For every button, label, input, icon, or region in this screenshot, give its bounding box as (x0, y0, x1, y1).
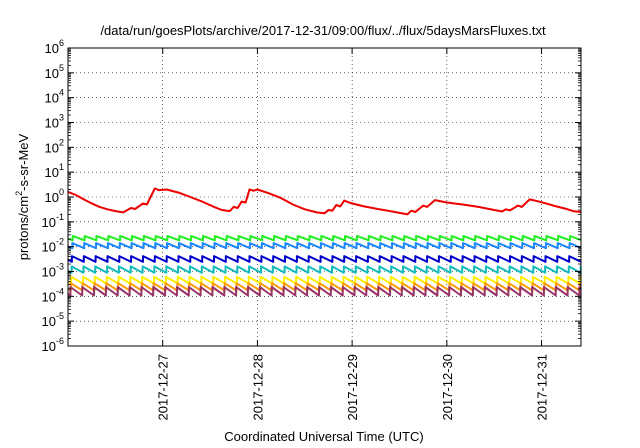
series-layer (67, 187, 582, 297)
y-tick-label: 106 (45, 38, 64, 56)
series-line-1 (67, 187, 582, 216)
y-tick-label: 103 (45, 113, 64, 131)
y-tick-label: 105 (45, 63, 64, 81)
y-tick-label: 10-5 (42, 311, 64, 329)
x-tick-label: 2017-12-31 (535, 354, 550, 421)
x-tick-label: 2017-12-27 (156, 354, 171, 421)
x-axis: 2017-12-27 2017-12-28 2017-12-29 2017-12-30… (156, 48, 550, 421)
y-axis-title: protons/cm2-s-sr-MeV (14, 133, 31, 260)
x-tick-label: 2017-12-30 (440, 354, 455, 421)
series-line-2 (67, 235, 582, 242)
x-tick-label: 2017-12-28 (250, 354, 265, 421)
y-tick-label: 104 (45, 88, 64, 106)
y-tick-label: 10-4 (42, 286, 64, 304)
grid (68, 48, 581, 346)
y-tick-label: 10-1 (42, 212, 64, 230)
series-line-8 (67, 286, 582, 297)
y-axis-title-suffix: -s-sr-MeV (16, 133, 31, 190)
series-line-7 (67, 282, 582, 292)
y-tick-label: 10-2 (42, 237, 64, 255)
y-tick-label: 100 (45, 187, 64, 205)
y-tick-label: 101 (45, 162, 64, 180)
y-axis-title-prefix: protons/cm (16, 196, 31, 260)
y-tick-label: 10-3 (42, 262, 64, 280)
x-tick-label: 2017-12-29 (345, 354, 360, 421)
series-line-4 (67, 255, 582, 263)
series-line-6 (67, 275, 582, 285)
y-tick-label: 102 (45, 137, 64, 155)
series-line-5 (67, 265, 582, 274)
x-axis-title: Coordinated Universal Time (UTC) (224, 429, 423, 444)
chart-title: /data/run/goesPlots/archive/2017-12-31/0… (100, 23, 546, 38)
y-axis: 10-6 10-5 10-4 10-3 10-2 10-1 100 101 102 103 104 1… (42, 38, 581, 354)
y-axis-title-superscript: 2 (14, 191, 24, 196)
series-line-3 (67, 242, 582, 250)
y-tick-label: 10-6 (42, 336, 64, 354)
